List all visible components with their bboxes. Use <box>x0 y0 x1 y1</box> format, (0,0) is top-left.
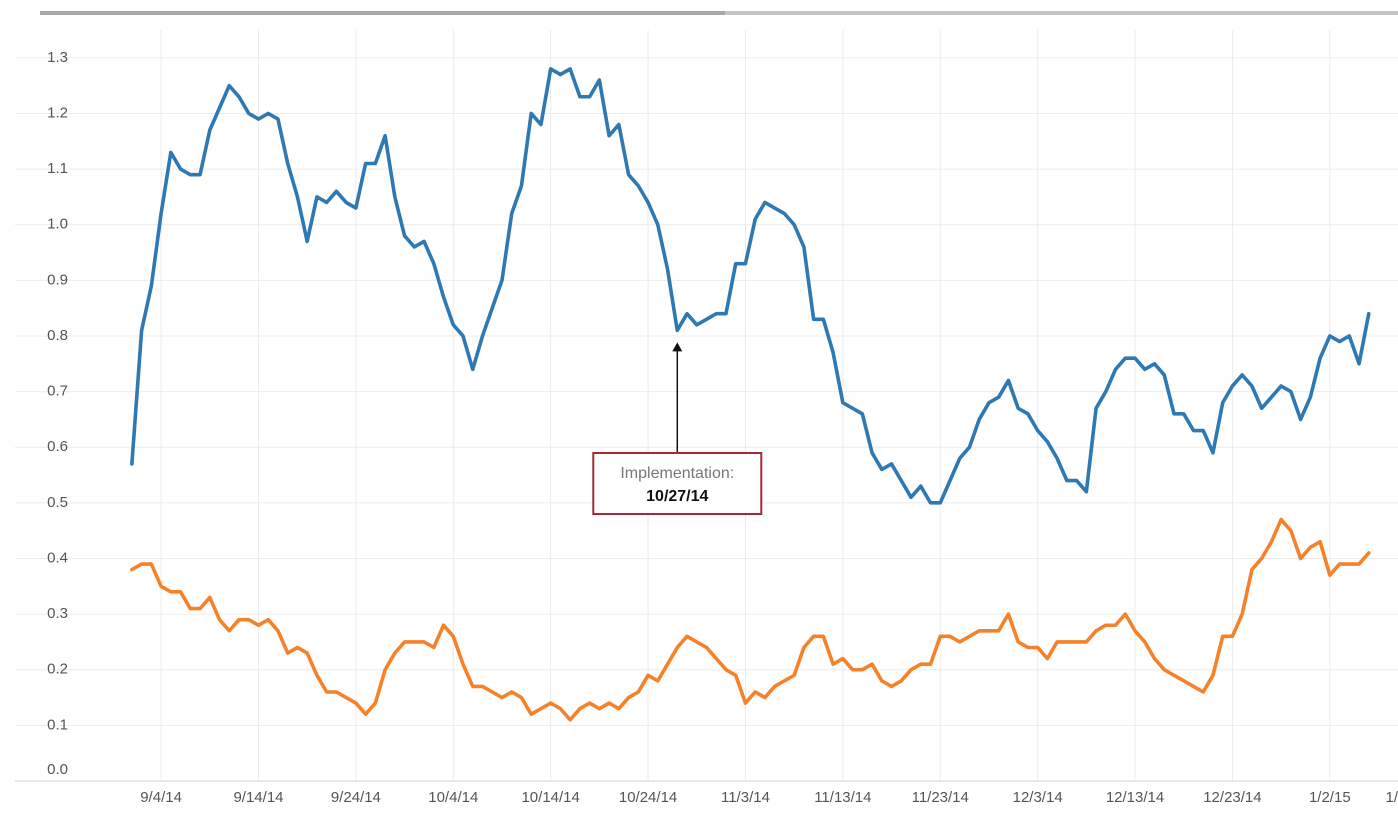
grid: 0.0 0.1 0.2 0.3 0.4 0.5 0.6 0.7 0.8 0.9 1.0 1.1 1.2 1… <box>15 30 1398 806</box>
x-tick-label: 1/2/15 <box>1309 789 1351 806</box>
y-tick-label: 0.5 <box>47 494 68 511</box>
x-tick-label: 10/4/14 <box>428 789 478 806</box>
y-tick-label: 0.8 <box>47 327 68 344</box>
y-tick-label: 1.3 <box>47 49 68 66</box>
x-tick-label: 12/23/14 <box>1203 789 1261 806</box>
x-tick-label: 12/13/14 <box>1106 789 1164 806</box>
y-tick-label: 0.6 <box>47 438 68 455</box>
y-tick-label: 0.4 <box>47 549 68 566</box>
x-tick-label: 9/24/14 <box>331 789 381 806</box>
x-tick-label: 11/23/14 <box>912 789 969 806</box>
y-tick-label: 1.1 <box>47 160 68 177</box>
y-tick-label: 0.3 <box>47 605 68 622</box>
y-tick-label: 0.1 <box>47 716 68 733</box>
annotation-date: 10/27/14 <box>646 488 708 505</box>
x-tick-label: 11/3/14 <box>721 789 770 806</box>
x-tick-label: 10/24/14 <box>619 789 677 806</box>
annotation-box <box>592 452 763 515</box>
line-series <box>130 67 1371 505</box>
x-tick-label: 9/4/14 <box>140 789 182 806</box>
x-tick-label: 1/ <box>1385 789 1398 806</box>
plot <box>130 67 1371 722</box>
y-tick-label: 1.2 <box>47 104 68 121</box>
x-tick-label: 11/13/14 <box>814 789 871 806</box>
line-series <box>130 517 1371 722</box>
annotation-label: Implementation: <box>620 465 734 482</box>
x-tick-label: 10/14/14 <box>521 789 579 806</box>
y-tick-label: 1.0 <box>47 216 68 233</box>
y-tick-label: 0.7 <box>47 383 68 400</box>
y-tick-label: 0.0 <box>47 761 68 778</box>
x-tick-label: 9/14/14 <box>233 789 283 806</box>
annotation: Implementation: 10/27/14 <box>592 342 763 515</box>
x-tick-label: 12/3/14 <box>1013 789 1063 806</box>
y-tick-label: 0.9 <box>47 271 68 288</box>
y-tick-label: 0.2 <box>47 661 68 678</box>
annotation-arrowhead <box>672 342 683 352</box>
